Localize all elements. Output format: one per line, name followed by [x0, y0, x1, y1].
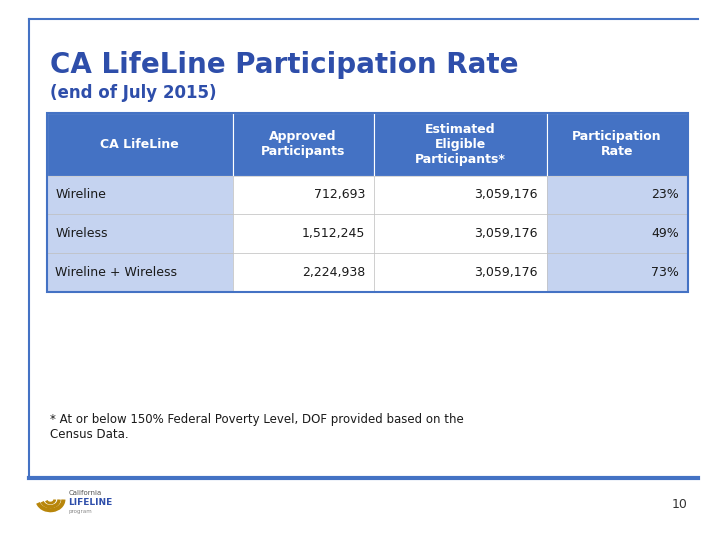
Text: 49%: 49% [651, 227, 679, 240]
Text: Approved
Participants: Approved Participants [261, 131, 346, 158]
FancyBboxPatch shape [47, 214, 233, 253]
Text: 3,059,176: 3,059,176 [474, 227, 538, 240]
FancyBboxPatch shape [47, 253, 233, 292]
FancyBboxPatch shape [233, 176, 374, 214]
Text: (end of July 2015): (end of July 2015) [50, 84, 217, 102]
FancyBboxPatch shape [546, 214, 688, 253]
Text: * At or below 150% Federal Poverty Level, DOF provided based on the
Census Data.: * At or below 150% Federal Poverty Level… [50, 413, 464, 441]
Text: 2,224,938: 2,224,938 [302, 266, 365, 279]
Text: California: California [68, 490, 102, 496]
Text: Participation
Rate: Participation Rate [572, 131, 662, 158]
FancyBboxPatch shape [374, 214, 546, 253]
Text: 712,693: 712,693 [314, 188, 365, 201]
FancyBboxPatch shape [374, 176, 546, 214]
Text: Wireline + Wireless: Wireline + Wireless [55, 266, 177, 279]
FancyBboxPatch shape [233, 113, 374, 176]
Text: 10: 10 [672, 498, 688, 511]
Text: Wireless: Wireless [55, 227, 108, 240]
FancyBboxPatch shape [233, 253, 374, 292]
Text: 73%: 73% [651, 266, 679, 279]
FancyBboxPatch shape [546, 113, 688, 176]
Text: Estimated
Eligible
Participants*: Estimated Eligible Participants* [415, 123, 505, 166]
FancyBboxPatch shape [233, 214, 374, 253]
Text: 23%: 23% [651, 188, 679, 201]
FancyBboxPatch shape [546, 176, 688, 214]
FancyBboxPatch shape [374, 113, 546, 176]
FancyBboxPatch shape [546, 253, 688, 292]
Text: LIFELINE: LIFELINE [68, 498, 112, 507]
FancyBboxPatch shape [374, 253, 546, 292]
Text: CA LifeLine Participation Rate: CA LifeLine Participation Rate [50, 51, 519, 79]
Text: 1,512,245: 1,512,245 [302, 227, 365, 240]
Text: Wireline: Wireline [55, 188, 107, 201]
FancyBboxPatch shape [47, 176, 233, 214]
Text: CA LifeLine: CA LifeLine [100, 138, 179, 151]
Text: program: program [68, 509, 92, 514]
Text: 3,059,176: 3,059,176 [474, 266, 538, 279]
FancyBboxPatch shape [47, 113, 233, 176]
Text: 3,059,176: 3,059,176 [474, 188, 538, 201]
